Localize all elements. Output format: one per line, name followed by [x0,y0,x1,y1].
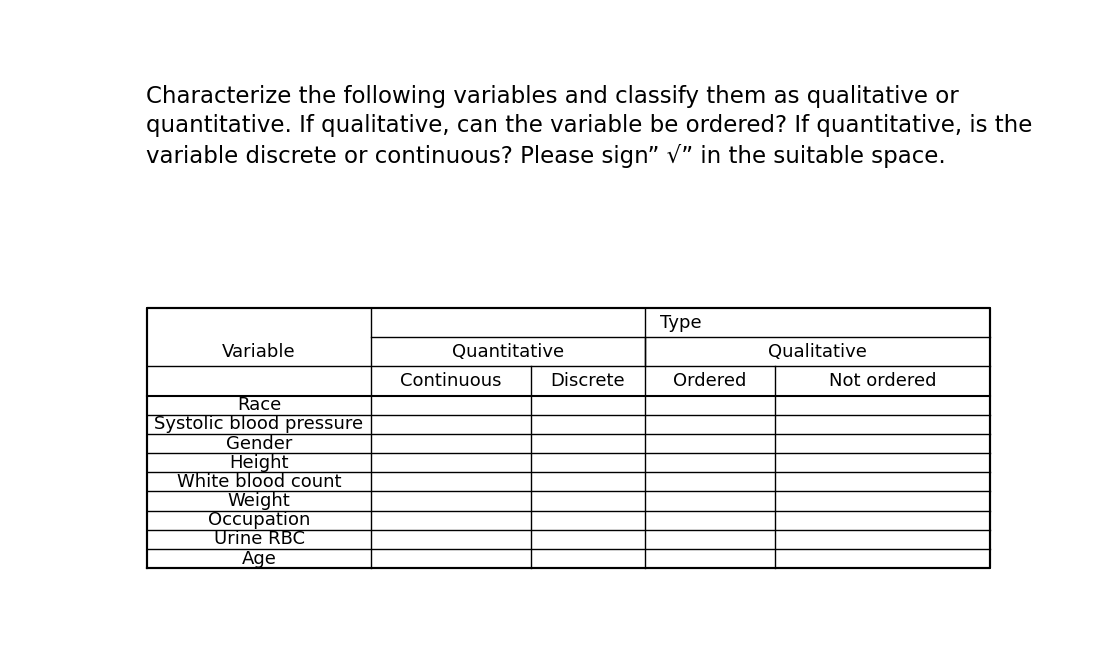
Text: Variable: Variable [222,343,296,361]
Text: Quantitative: Quantitative [452,342,564,361]
Text: Urine RBC: Urine RBC [213,530,304,548]
Text: Systolic blood pressure: Systolic blood pressure [154,415,364,433]
Text: Type: Type [659,313,702,332]
Text: Continuous: Continuous [400,372,502,390]
Text: Gender: Gender [225,435,292,453]
Text: Qualitative: Qualitative [768,342,867,361]
Text: Weight: Weight [228,492,291,510]
Text: Height: Height [230,454,289,471]
Text: Age: Age [242,550,276,568]
Text: Characterize the following variables and classify them as qualitative or
quantit: Characterize the following variables and… [145,85,1032,168]
Text: Not ordered: Not ordered [829,372,937,390]
Text: Race: Race [236,396,281,414]
Text: White blood count: White blood count [176,473,341,491]
Text: Ordered: Ordered [674,372,747,390]
Text: Occupation: Occupation [208,511,310,529]
Text: Discrete: Discrete [551,372,625,390]
